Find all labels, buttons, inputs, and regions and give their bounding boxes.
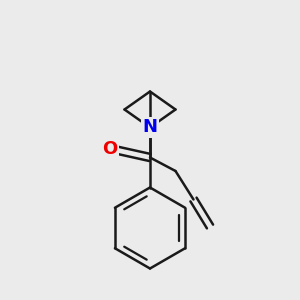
Text: N: N (142, 118, 158, 136)
Text: O: O (102, 140, 117, 158)
